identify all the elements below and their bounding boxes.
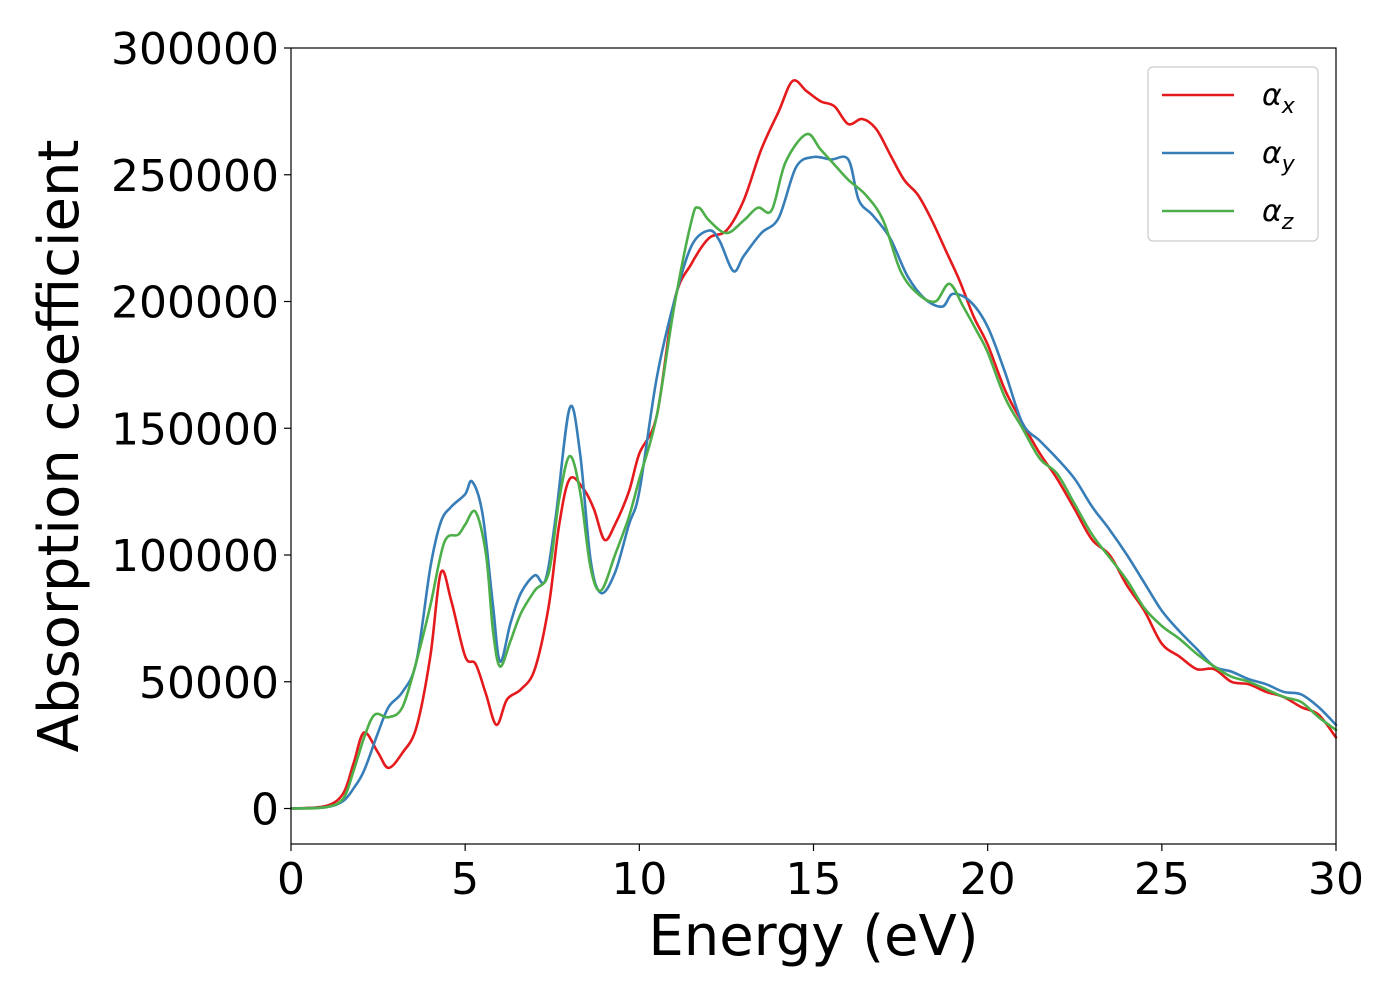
legend-label-symbol: α	[1262, 136, 1282, 171]
series-line-alpha-y	[289, 155, 1338, 810]
y-axis-title: Absorption coefficient	[27, 140, 92, 753]
y-tick-label: 200000	[111, 278, 279, 329]
legend-label-symbol: α	[1262, 78, 1282, 113]
legend-label-alpha-y: αy	[1262, 136, 1296, 177]
x-tick-label: 30	[1308, 854, 1364, 905]
x-axis-title: Energy (eV)	[648, 904, 978, 969]
y-tick-label: 300000	[111, 24, 279, 75]
y-tick-label: 150000	[111, 404, 279, 455]
legend-label-subscript: x	[1281, 94, 1296, 119]
x-axis: 0 5 10 15 20 25 30	[277, 844, 1364, 905]
y-axis: 0 50000 100000 150000 200000 250000 300000	[111, 24, 291, 836]
x-tick-label: 0	[277, 854, 305, 905]
x-tick-label: 25	[1134, 854, 1190, 905]
legend-label-alpha-x: αx	[1262, 78, 1296, 119]
x-tick-label: 20	[960, 854, 1016, 905]
y-tick-label: 0	[251, 785, 279, 836]
y-tick-label: 50000	[139, 658, 279, 709]
legend-label-symbol: α	[1262, 194, 1282, 229]
legend-label-subscript: y	[1281, 152, 1296, 177]
legend-label-subscript: z	[1281, 210, 1294, 235]
legend-label-alpha-z: αz	[1262, 194, 1294, 235]
x-tick-label: 10	[611, 854, 667, 905]
series-line-alpha-x	[289, 79, 1338, 810]
x-tick-label: 5	[451, 854, 479, 905]
plot-lines	[289, 79, 1338, 810]
series-line-alpha-z	[289, 132, 1338, 810]
y-tick-label: 250000	[111, 151, 279, 202]
x-tick-label: 15	[786, 854, 842, 905]
y-tick-label: 100000	[111, 531, 279, 582]
